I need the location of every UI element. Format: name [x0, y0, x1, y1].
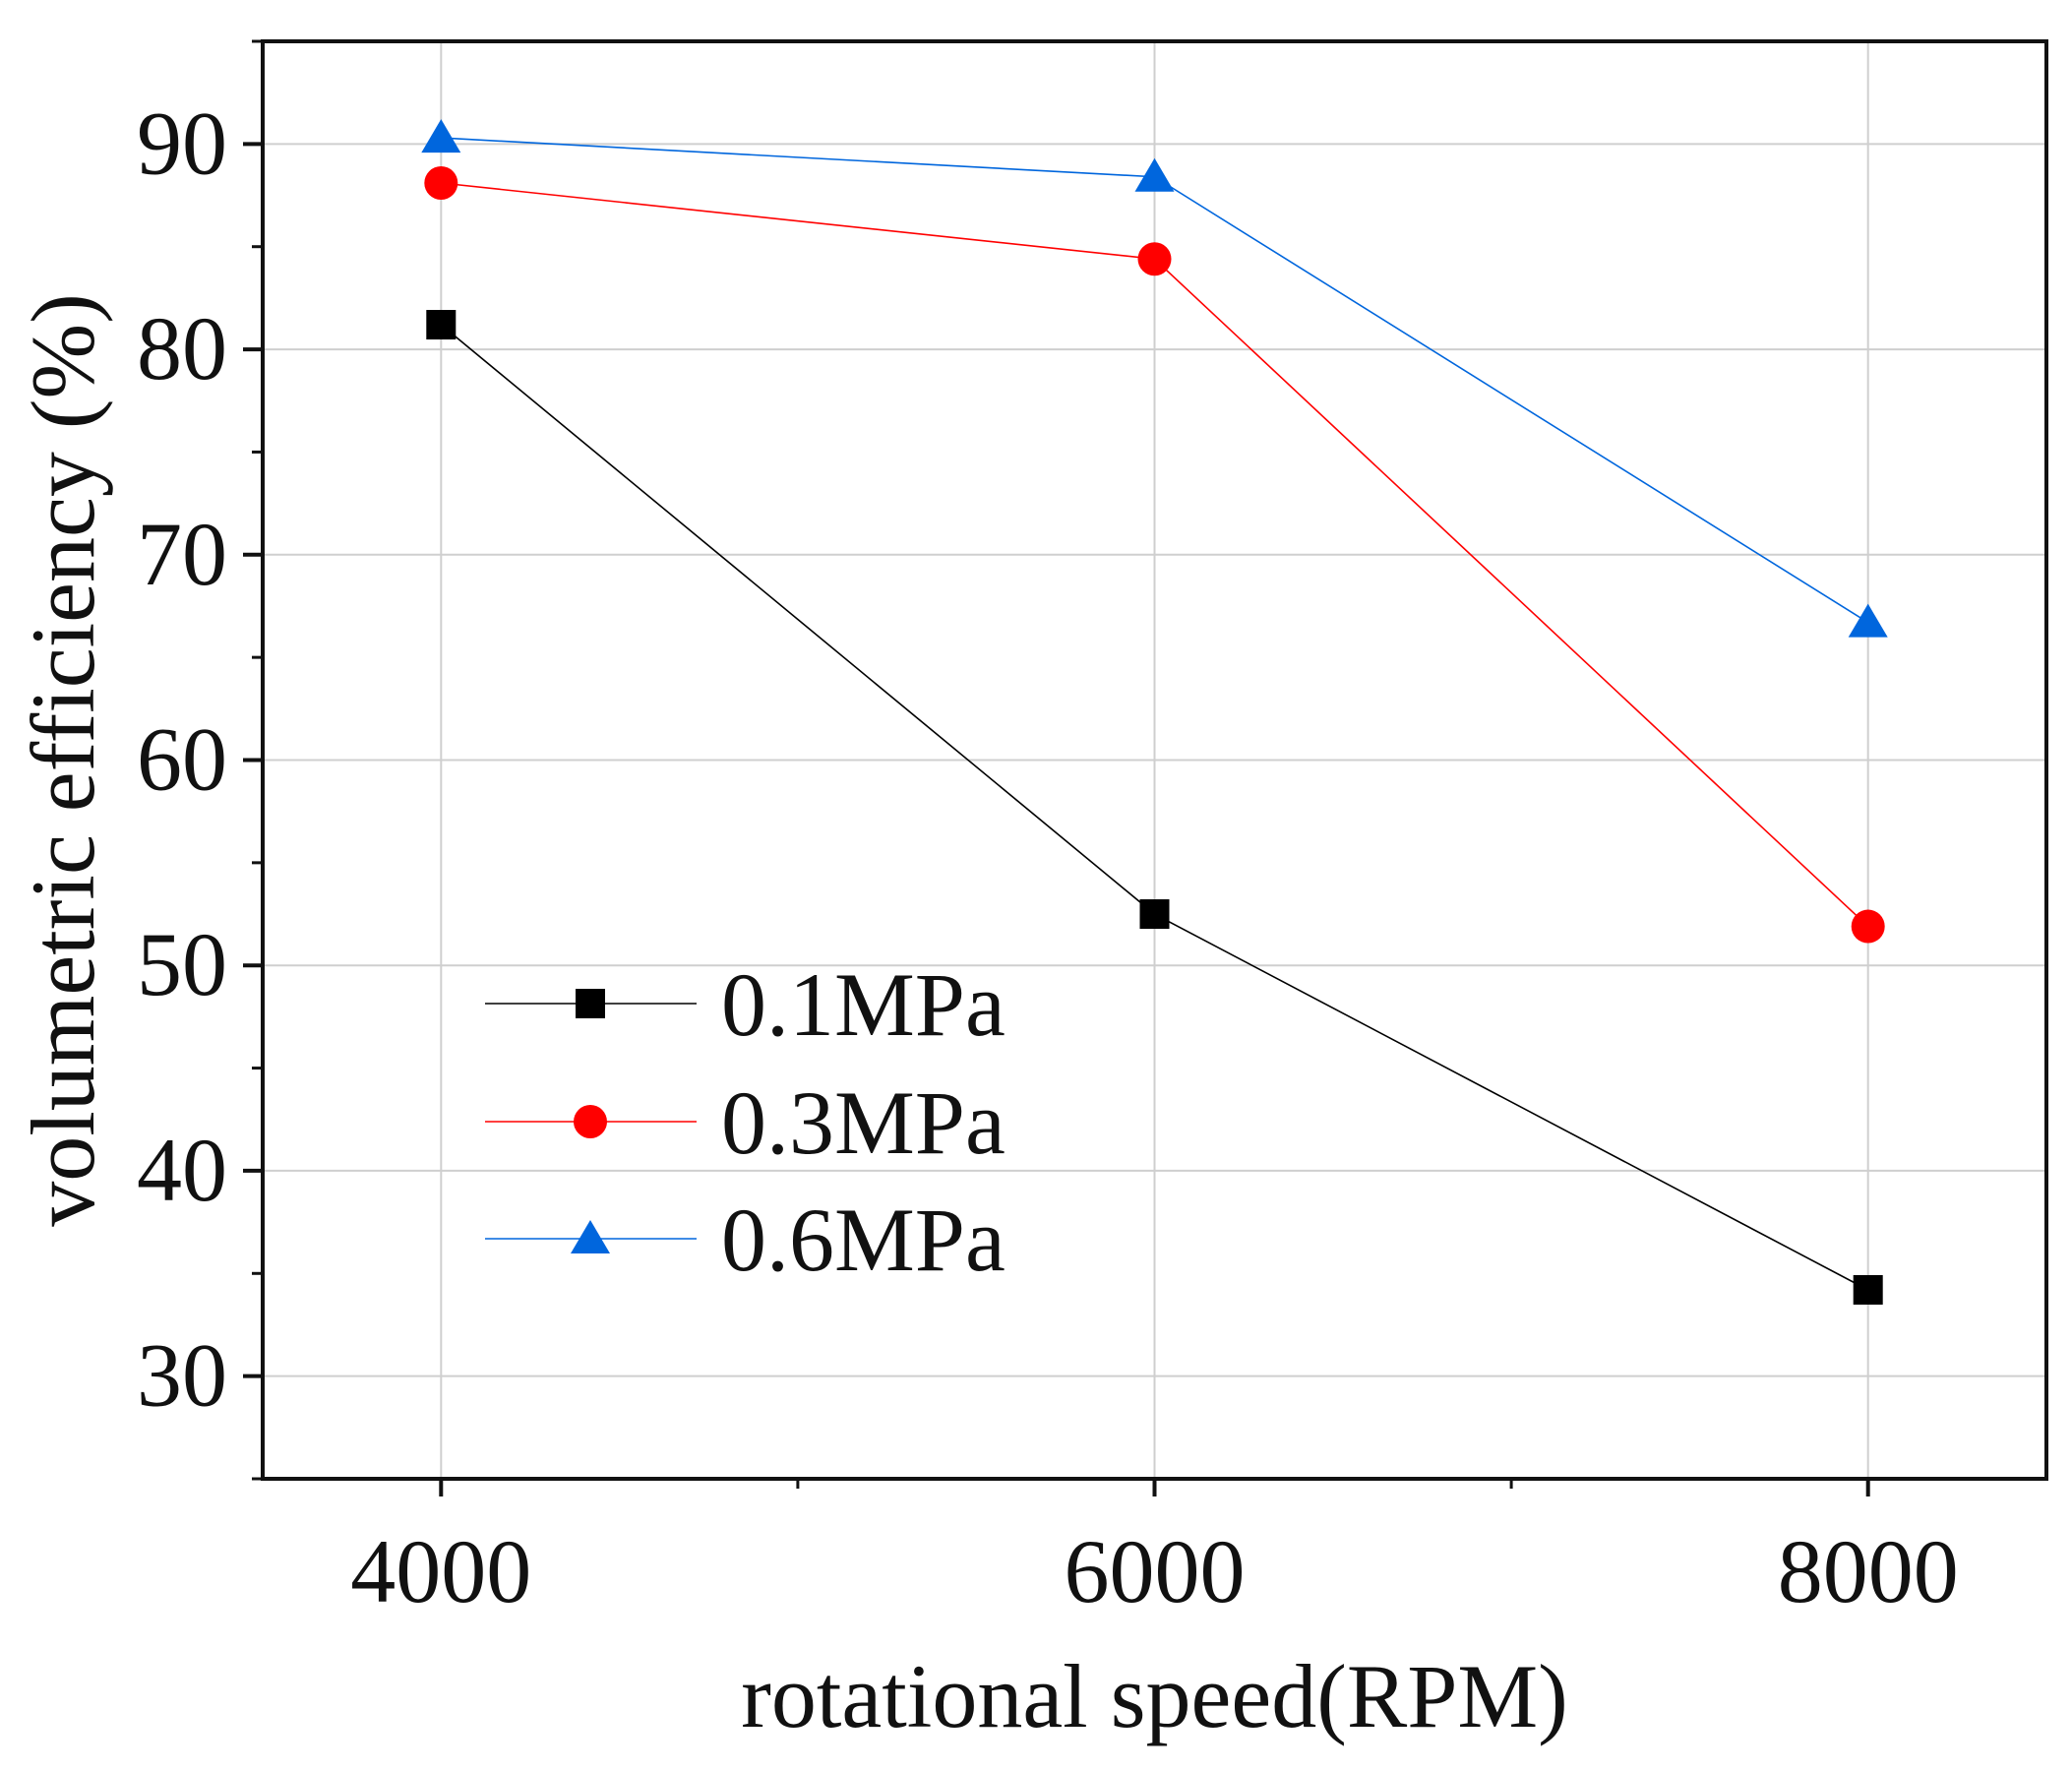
legend-marker: [571, 1220, 610, 1253]
y-tick-label: 50: [137, 914, 227, 1014]
y-tick-label: 60: [137, 709, 227, 810]
y-tick-label: 70: [137, 504, 227, 604]
tick-labels: 4000 6000 8000 30 40 50 60 70 80 90: [137, 92, 1959, 1621]
x-tick-label: 8000: [1778, 1521, 1959, 1621]
y-tick-label: 90: [137, 92, 227, 193]
data-point-0.1MPa: [426, 310, 457, 340]
data-point-0.6MPa: [1134, 157, 1175, 192]
y-axis-title: volumetric efficiency (%): [13, 293, 113, 1227]
data-point-0.1MPa: [1853, 1274, 1883, 1305]
data-series: [421, 119, 1888, 1305]
data-point-0.3MPa: [424, 166, 458, 201]
x-axis-title: rotational speed(RPM): [741, 1646, 1568, 1746]
grid-lines: [263, 41, 2046, 1479]
y-tick-label: 80: [137, 298, 227, 398]
data-point-0.6MPa: [421, 119, 461, 153]
x-tick-label: 6000: [1065, 1521, 1246, 1621]
legend-marker: [576, 989, 605, 1018]
legend-marker: [574, 1105, 607, 1138]
data-point-0.3MPa: [1137, 242, 1172, 276]
legend-label: 0.1MPa: [721, 954, 1006, 1055]
legend: 0.1MPa 0.3MPa 0.6MPa: [485, 954, 1006, 1290]
data-point-0.6MPa: [1848, 603, 1888, 638]
data-point-0.1MPa: [1139, 899, 1170, 930]
y-tick-label: 40: [137, 1120, 227, 1220]
y-tick-label: 30: [137, 1325, 227, 1426]
legend-label: 0.6MPa: [721, 1190, 1006, 1290]
data-point-0.3MPa: [1851, 909, 1885, 944]
x-tick-label: 4000: [350, 1521, 531, 1621]
axis-ticks: [243, 39, 1870, 1496]
legend-label: 0.3MPa: [721, 1072, 1006, 1173]
